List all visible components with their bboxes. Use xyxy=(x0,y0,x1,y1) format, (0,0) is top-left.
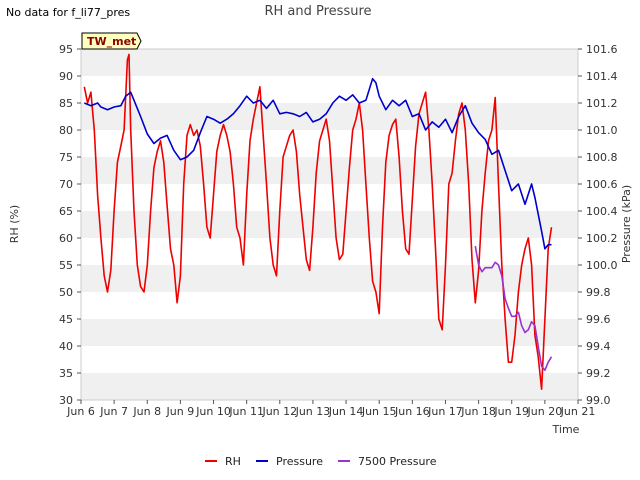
y-right-tick-label: 101.0 xyxy=(586,124,618,137)
y-left-tick-label: 30 xyxy=(59,394,73,407)
y-axis-right: 99.0 99.2 99.4 99.6 99.8 100.0 100.2 100.4 100.6… xyxy=(578,43,618,407)
y-left-tick-label: 95 xyxy=(59,43,73,56)
y-left-tick-label: 70 xyxy=(59,178,73,191)
y-right-tick-label: 100.4 xyxy=(586,205,618,218)
x-tick-label: Jun 19 xyxy=(493,405,529,418)
y-right-tick-label: 101.2 xyxy=(586,97,618,110)
grid-band xyxy=(81,211,578,238)
legend-label: RH xyxy=(225,455,241,468)
y-left-tick-label: 90 xyxy=(59,70,73,83)
y-right-tick-label: 99.6 xyxy=(586,313,611,326)
y-axis-right-label: Pressure (kPa) xyxy=(620,185,633,263)
y-left-tick-label: 80 xyxy=(59,124,73,137)
series-layer xyxy=(83,53,553,390)
station-badge-label: TW_met xyxy=(87,35,136,48)
x-axis-label: Time xyxy=(552,423,580,436)
grid-band xyxy=(81,319,578,346)
series-line-pressure xyxy=(83,77,552,250)
y-axis-left-label: RH (%) xyxy=(8,205,21,243)
y-left-tick-label: 75 xyxy=(59,151,73,164)
legend: RH Pressure 7500 Pressure xyxy=(205,455,437,468)
y-axis-left: 30 35 40 45 50 55 60 65 70 75 80 85 90 95 xyxy=(59,43,81,407)
x-tick-label: Jun 18 xyxy=(460,405,496,418)
series-line-7500-pressure xyxy=(474,245,553,372)
x-tick-label: Jun 8 xyxy=(132,405,161,418)
y-left-tick-label: 35 xyxy=(59,367,73,380)
x-tick-label: Jun 7 xyxy=(99,405,128,418)
x-tick-label: Jun 6 xyxy=(66,405,95,418)
x-tick-label: Jun 9 xyxy=(166,405,195,418)
x-tick-label: Jun 16 xyxy=(394,405,430,418)
x-tick-label: Jun 13 xyxy=(295,405,331,418)
y-left-tick-label: 55 xyxy=(59,259,73,272)
y-right-tick-label: 100.8 xyxy=(586,151,618,164)
y-right-tick-label: 100.2 xyxy=(586,232,618,245)
grid-band xyxy=(81,49,578,76)
y-right-tick-label: 101.4 xyxy=(586,70,618,83)
no-data-message: No data for f_li77_pres xyxy=(6,6,131,19)
y-right-tick-label: 99.4 xyxy=(586,340,611,353)
y-left-tick-label: 65 xyxy=(59,205,73,218)
x-tick-label: Jun 21 xyxy=(560,405,596,418)
x-tick-label: Jun 14 xyxy=(328,405,364,418)
background-bands xyxy=(81,49,578,400)
x-tick-label: Jun 20 xyxy=(527,405,563,418)
legend-label: Pressure xyxy=(276,455,323,468)
x-tick-label: Jun 10 xyxy=(195,405,231,418)
y-right-tick-label: 100.0 xyxy=(586,259,618,272)
y-right-tick-label: 99.8 xyxy=(586,286,611,299)
grid-band xyxy=(81,265,578,292)
x-tick-label: Jun 15 xyxy=(361,405,397,418)
y-left-tick-label: 60 xyxy=(59,232,73,245)
y-left-tick-label: 45 xyxy=(59,313,73,326)
y-right-tick-label: 99.0 xyxy=(586,394,611,407)
x-tick-label: Jun 17 xyxy=(427,405,463,418)
series-line-rh xyxy=(83,53,553,390)
y-left-tick-label: 40 xyxy=(59,340,73,353)
y-right-tick-label: 100.6 xyxy=(586,178,618,191)
legend-label: 7500 Pressure xyxy=(358,455,437,468)
y-left-tick-label: 85 xyxy=(59,97,73,110)
grid-band xyxy=(81,373,578,400)
plot-area xyxy=(80,48,579,401)
station-badge: TW_met xyxy=(81,32,142,50)
y-left-tick-label: 50 xyxy=(59,286,73,299)
chart-title: RH and Pressure xyxy=(264,4,371,19)
y-right-tick-label: 101.6 xyxy=(586,43,618,56)
x-tick-label: Jun 12 xyxy=(261,405,297,418)
x-tick-label: Jun 11 xyxy=(228,405,264,418)
y-right-tick-label: 99.2 xyxy=(586,367,611,380)
